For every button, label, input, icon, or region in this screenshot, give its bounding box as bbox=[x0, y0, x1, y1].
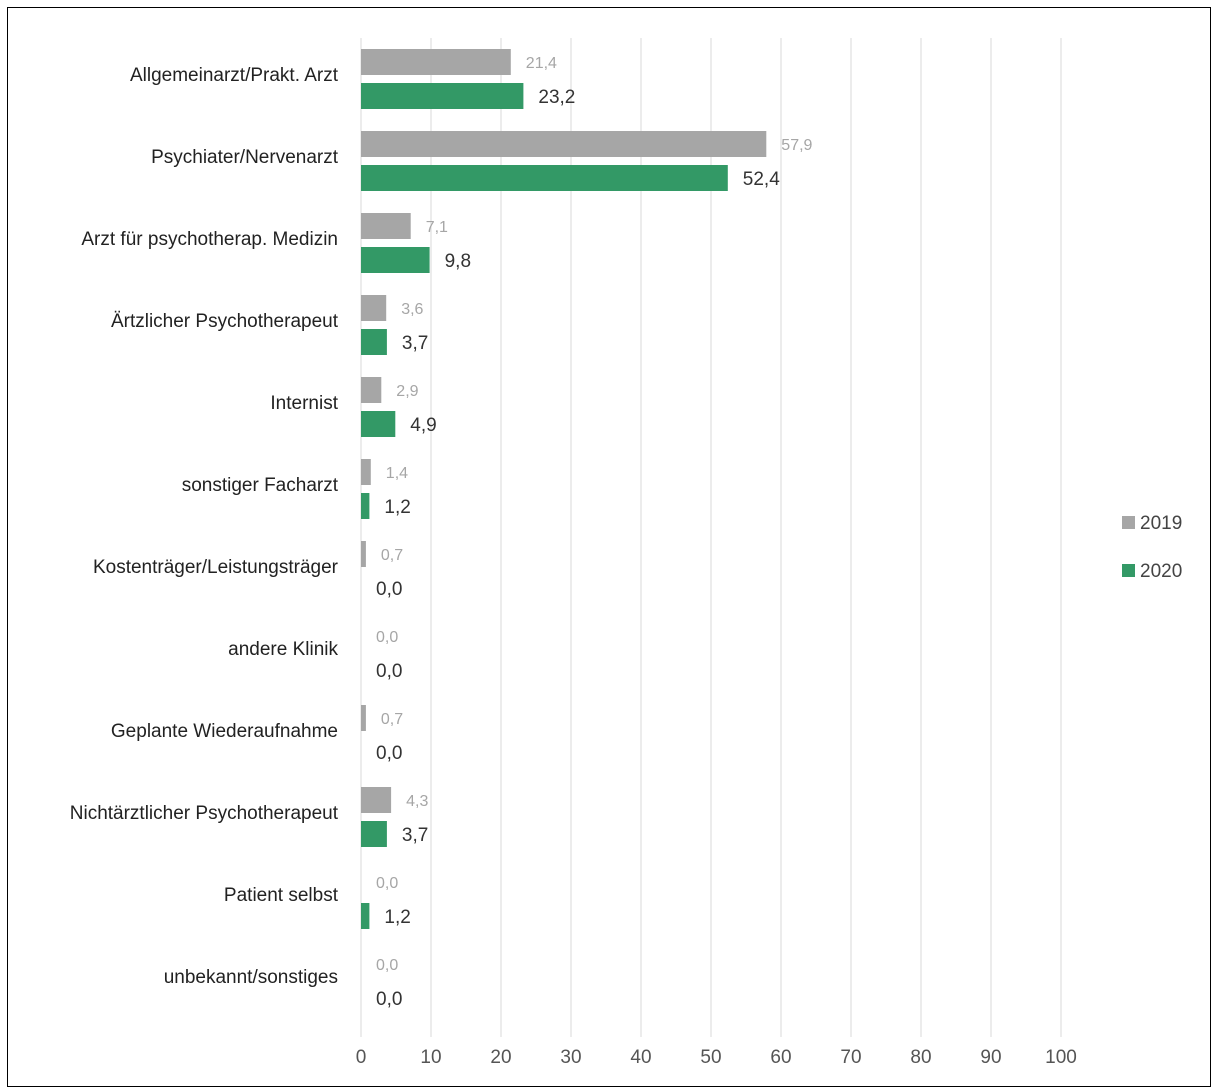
category-label: Nichtärztlicher Psychotherapeut bbox=[70, 803, 339, 824]
bar-2019 bbox=[361, 49, 511, 75]
category-label: sonstiger Facharzt bbox=[182, 475, 339, 496]
data-label-2019: 3,6 bbox=[401, 301, 423, 318]
category-label: Patient selbst bbox=[224, 885, 339, 906]
x-tick-label: 20 bbox=[490, 1047, 511, 1068]
bar-2020 bbox=[361, 83, 524, 109]
legend-swatch bbox=[1122, 564, 1135, 577]
legend-label: 2019 bbox=[1140, 513, 1182, 534]
bar-2020 bbox=[361, 411, 396, 437]
x-tick-label: 10 bbox=[420, 1047, 441, 1068]
bar-2019 bbox=[361, 131, 767, 157]
data-label-2020: 0,0 bbox=[376, 661, 402, 682]
bar-2020 bbox=[361, 903, 370, 929]
bar-2019 bbox=[361, 377, 382, 403]
bar-2019 bbox=[361, 459, 371, 485]
x-tick-label: 50 bbox=[700, 1047, 721, 1068]
data-label-2020: 1,2 bbox=[384, 907, 410, 928]
data-label-2019: 0,0 bbox=[376, 957, 398, 974]
data-label-2019: 0,0 bbox=[376, 875, 398, 892]
legend-label: 2020 bbox=[1140, 561, 1182, 582]
data-label-2020: 0,0 bbox=[376, 989, 402, 1010]
data-label-2019: 57,9 bbox=[781, 137, 812, 154]
data-label-2019: 2,9 bbox=[396, 383, 418, 400]
category-label: Arzt für psychotherap. Medizin bbox=[81, 229, 338, 250]
bar-2020 bbox=[361, 821, 387, 847]
data-label-2019: 0,0 bbox=[376, 629, 398, 646]
x-tick-label: 0 bbox=[356, 1047, 367, 1068]
data-labels: 21,4 23,2 57,952,4 7,1 9,8 3,6 3,7 2,9 4,9 1,4 1,2… bbox=[376, 55, 813, 1010]
bar-2019 bbox=[361, 541, 366, 567]
category-label: Internist bbox=[270, 393, 338, 414]
data-label-2019: 7,1 bbox=[426, 219, 448, 236]
data-label-2020: 0,0 bbox=[376, 579, 402, 600]
data-label-2019: 4,3 bbox=[406, 793, 428, 810]
x-tick-label: 60 bbox=[770, 1047, 791, 1068]
category-label: Psychiater/Nervenarzt bbox=[151, 147, 339, 168]
gridlines bbox=[360, 38, 1062, 1037]
legend: 2019 2020 bbox=[1122, 513, 1182, 582]
x-tick-label: 30 bbox=[560, 1047, 581, 1068]
x-tick-label: 80 bbox=[910, 1047, 931, 1068]
data-label-2020: 9,8 bbox=[445, 251, 471, 272]
bar-2020 bbox=[361, 247, 430, 273]
bar-2020 bbox=[361, 329, 387, 355]
bar-2019 bbox=[361, 787, 392, 813]
category-label: Allgemeinarzt/Prakt. Arzt bbox=[130, 65, 339, 86]
bar-2019 bbox=[361, 295, 387, 321]
x-tick-label: 70 bbox=[840, 1047, 861, 1068]
data-label-2020: 3,7 bbox=[402, 333, 428, 354]
data-label-2019: 0,7 bbox=[381, 711, 403, 728]
data-label-2019: 21,4 bbox=[526, 55, 557, 72]
category-label: unbekannt/sonstiges bbox=[164, 967, 338, 988]
category-label: Geplante Wiederaufnahme bbox=[111, 721, 338, 742]
x-tick-label: 100 bbox=[1045, 1047, 1077, 1068]
x-axis-ticks: 0 10 20 30 40 50 60 70 80 90 100 bbox=[356, 1047, 1077, 1068]
data-label-2020: 1,2 bbox=[384, 497, 410, 518]
x-tick-label: 90 bbox=[980, 1047, 1001, 1068]
data-label-2020: 3,7 bbox=[402, 825, 428, 846]
bar-2019 bbox=[361, 213, 411, 239]
data-label-2020: 52,4 bbox=[743, 169, 780, 190]
bar-2020 bbox=[361, 165, 728, 191]
data-label-2020: 23,2 bbox=[538, 87, 575, 108]
category-label: andere Klinik bbox=[228, 639, 338, 660]
data-label-2020: 0,0 bbox=[376, 743, 402, 764]
category-label: Kostenträger/Leistungsträger bbox=[93, 557, 339, 578]
x-tick-label: 40 bbox=[630, 1047, 651, 1068]
data-label-2019: 1,4 bbox=[386, 465, 408, 482]
category-labels: Allgemeinarzt/Prakt. Arzt Psychiater/Nerv… bbox=[70, 65, 339, 988]
data-label-2020: 4,9 bbox=[410, 415, 436, 436]
legend-swatch bbox=[1122, 516, 1135, 529]
bars bbox=[361, 49, 767, 929]
data-label-2019: 0,7 bbox=[381, 547, 403, 564]
bar-2020 bbox=[361, 493, 370, 519]
bar-2019 bbox=[361, 705, 366, 731]
category-label: Ärtzlicher Psychotherapeut bbox=[111, 311, 339, 332]
